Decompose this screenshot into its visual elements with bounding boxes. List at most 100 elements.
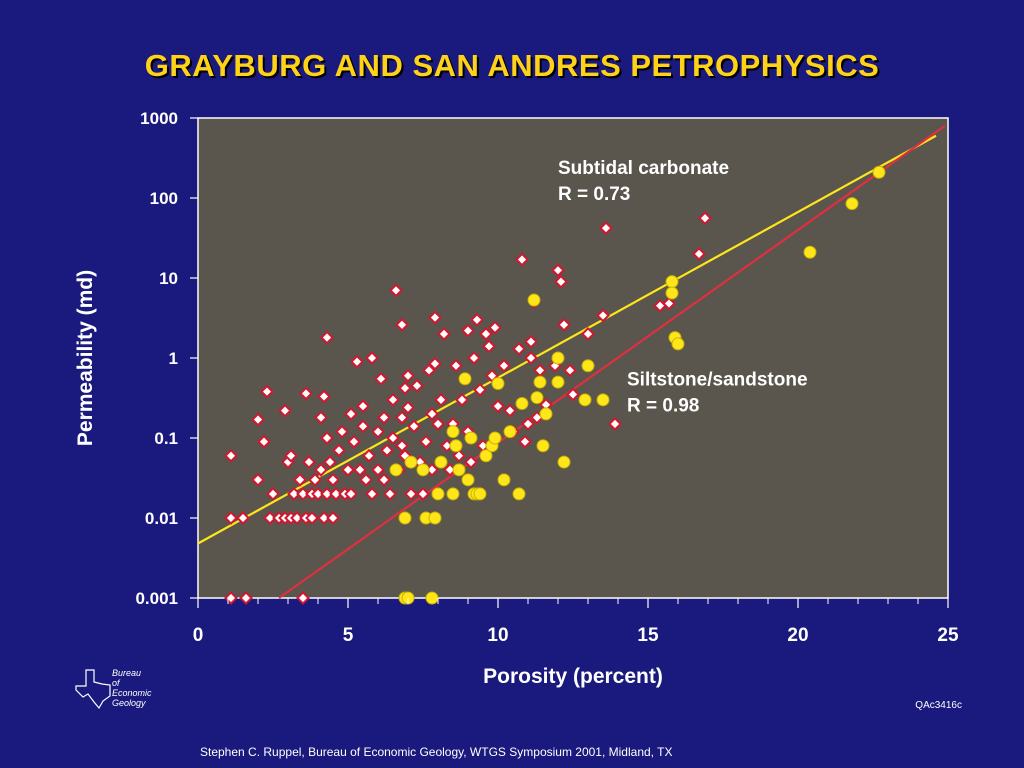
data-point-diamond <box>434 392 448 407</box>
data-point-diamond <box>581 327 595 341</box>
data-point-diamond <box>332 443 346 458</box>
x-tick-label: 20 <box>787 625 808 646</box>
data-point-diamond <box>326 511 340 525</box>
data-point-diamond <box>557 317 571 332</box>
data-point-diamond <box>596 308 610 323</box>
data-point-circle <box>539 407 553 421</box>
data-point-diamond <box>266 487 280 501</box>
y-tick-label: 1000 <box>140 109 178 128</box>
data-point-diamond <box>311 487 325 501</box>
x-tick-label: 10 <box>487 625 508 646</box>
data-point-diamond <box>479 327 493 341</box>
data-point-circle <box>527 293 541 307</box>
data-point-diamond <box>389 283 403 298</box>
data-point-diamond <box>350 354 364 369</box>
data-point-diamond <box>371 462 385 477</box>
data-point-circle <box>533 375 547 389</box>
data-point-diamond <box>335 424 349 439</box>
data-point-diamond <box>224 448 238 463</box>
data-point-diamond <box>377 472 391 487</box>
data-point-circle <box>530 391 544 405</box>
data-point-circle <box>416 463 430 477</box>
data-point-diamond <box>551 263 565 278</box>
data-point-diamond <box>284 448 298 463</box>
data-point-diamond <box>320 330 334 345</box>
data-point-diamond <box>554 274 568 289</box>
data-point-diamond <box>464 455 478 469</box>
data-point-diamond <box>515 252 529 267</box>
data-point-diamond <box>341 462 355 477</box>
y-tick-label: 0.1 <box>154 429 178 448</box>
data-point-diamond <box>566 387 580 402</box>
data-point-diamond <box>308 472 322 487</box>
data-point-circle <box>578 393 592 407</box>
data-point-diamond <box>470 312 484 327</box>
data-point-diamond <box>380 443 394 458</box>
data-point-circle <box>458 372 472 386</box>
data-point-diamond <box>320 487 334 501</box>
data-point-diamond <box>407 419 421 434</box>
logo-line: Economic <box>112 688 152 698</box>
data-point-diamond <box>317 389 331 404</box>
data-point-diamond <box>428 310 442 325</box>
data-point-circle <box>551 351 565 365</box>
data-point-diamond <box>224 511 238 525</box>
data-point-circle <box>488 431 502 445</box>
annotation-text: Siltstone/sandstone <box>627 370 808 391</box>
logo-text: Bureau of Economic Geology <box>112 668 152 708</box>
data-point-diamond <box>662 296 676 311</box>
data-point-circle <box>497 473 511 487</box>
annotation-text: Subtidal carbonate <box>558 158 729 179</box>
data-point-circle <box>671 337 685 351</box>
data-point-diamond <box>416 487 430 501</box>
data-point-circle <box>512 487 526 501</box>
data-point-diamond <box>314 462 328 477</box>
data-point-diamond <box>296 591 310 605</box>
data-point-diamond <box>323 455 337 469</box>
data-point-diamond <box>431 416 445 431</box>
data-point-circle <box>515 396 529 410</box>
data-point-circle <box>581 359 595 373</box>
texas-logo-icon <box>75 669 111 710</box>
x-tick-label: 5 <box>343 625 354 646</box>
data-point-diamond <box>296 487 310 501</box>
data-point-diamond <box>365 487 379 501</box>
data-point-diamond <box>257 434 271 449</box>
data-point-diamond <box>251 472 265 487</box>
y-tick-label: 10 <box>159 269 178 288</box>
data-point-diamond <box>491 399 505 414</box>
data-point-diamond <box>698 211 712 226</box>
data-point-diamond <box>347 434 361 449</box>
y-tick-label: 0.01 <box>145 509 178 528</box>
data-point-diamond <box>395 438 409 453</box>
fit-line <box>278 124 946 599</box>
axes: 0 5 10 15 20 25 1000 100 10 1 0.1 0.01 0.001 <box>135 109 959 646</box>
x-axis-label: Porosity (percent) <box>483 665 663 688</box>
logo-line: Bureau <box>112 668 142 678</box>
data-point-diamond <box>377 410 391 425</box>
data-point-diamond <box>449 358 463 373</box>
data-point-diamond <box>437 327 451 341</box>
data-point-diamond <box>320 431 334 445</box>
logo-line: of <box>112 678 120 688</box>
data-point-diamond <box>452 448 466 463</box>
data-point-circle <box>536 439 550 453</box>
data-point-circle <box>428 511 442 525</box>
data-point-diamond <box>503 403 517 418</box>
data-point-diamond <box>395 410 409 425</box>
annotation-text: R = 0.73 <box>558 184 630 205</box>
credit-line: Stephen C. Ruppel, Bureau of Economic Ge… <box>200 745 673 759</box>
data-point-diamond <box>518 434 532 449</box>
data-point-diamond <box>455 392 469 407</box>
y-tick-label: 0.001 <box>135 589 178 608</box>
data-point-circle <box>449 439 463 453</box>
data-point-circle <box>596 393 610 407</box>
data-point-circle <box>389 463 403 477</box>
data-point-circle <box>464 431 478 445</box>
data-point-diamond <box>401 368 415 383</box>
data-point-diamond <box>398 381 412 396</box>
figure-code: QAc3416c <box>915 700 962 711</box>
annotations: Subtidal carbonate R = 0.73 Siltstone/sand… <box>558 158 808 417</box>
data-point-diamond <box>521 416 535 431</box>
data-point-circle <box>665 286 679 300</box>
